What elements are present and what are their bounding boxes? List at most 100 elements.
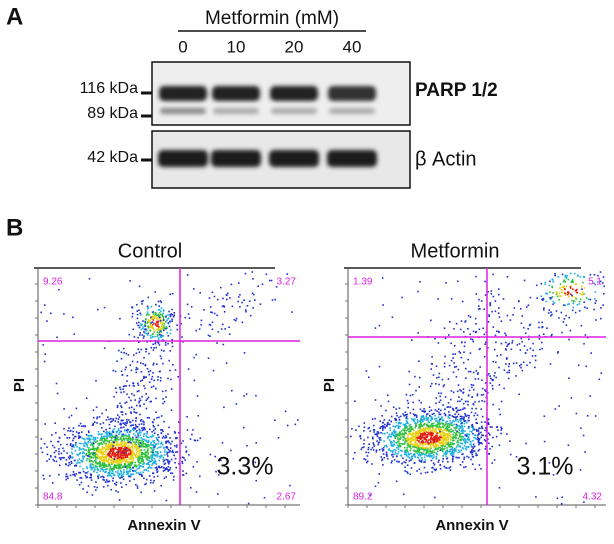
event-dot [402, 423, 405, 426]
event-dot [385, 444, 388, 447]
event-dot [431, 417, 434, 420]
event-dot [394, 417, 396, 420]
event-dot [416, 452, 419, 455]
event-dot [455, 418, 457, 420]
event-dot [368, 443, 370, 445]
event-dot [108, 423, 111, 426]
event-dot [541, 341, 543, 344]
event-dot [90, 442, 93, 445]
event-dot [398, 438, 401, 441]
event-dot [120, 482, 122, 484]
event-dot [156, 437, 158, 439]
event-dot [109, 451, 111, 453]
event-dot [145, 376, 147, 378]
event-dot [153, 426, 155, 428]
event-dot [426, 451, 429, 454]
event-dot [105, 448, 108, 451]
event-dot [448, 364, 451, 367]
event-dot [167, 465, 170, 468]
event-dot [568, 303, 571, 305]
event-dot [106, 447, 108, 449]
event-dot [425, 441, 427, 443]
event-dot [460, 341, 463, 344]
event-dot [387, 421, 389, 424]
event-dot [154, 311, 156, 314]
event-dot [444, 408, 446, 410]
event-dot [43, 442, 46, 445]
event-dot [475, 330, 477, 333]
event-dot [434, 442, 437, 445]
event-dot [135, 411, 137, 414]
event-dot [464, 438, 466, 440]
event-dot [126, 422, 128, 425]
event-dot [109, 427, 111, 430]
event-dot [421, 410, 423, 412]
event-dot [112, 477, 114, 480]
event-dot [163, 400, 166, 403]
event-dot [425, 451, 428, 453]
event-dot [95, 406, 98, 409]
event-dot [485, 396, 487, 399]
event-dot [146, 455, 149, 457]
event-dot [96, 450, 99, 453]
event-dot [441, 441, 443, 443]
event-dot [158, 436, 160, 439]
event-dot [110, 472, 113, 474]
event-dot [465, 440, 467, 443]
event-dot [153, 322, 155, 325]
event-dot [589, 395, 592, 397]
event-dot [404, 423, 407, 426]
event-dot [407, 444, 409, 446]
marker-label: 116 kDa [80, 80, 139, 97]
event-dot [603, 285, 605, 288]
event-dot [485, 427, 487, 429]
event-dot [48, 458, 51, 460]
event-dot [393, 444, 396, 446]
event-dot [452, 407, 454, 410]
event-dot [150, 337, 152, 339]
event-dot [460, 442, 463, 445]
event-dot [144, 324, 146, 326]
event-dot [441, 416, 443, 418]
event-dot [243, 426, 245, 429]
event-dot [105, 479, 108, 481]
event-dot [127, 444, 130, 447]
event-dot [150, 456, 152, 458]
event-dot [95, 466, 97, 468]
event-dot [584, 306, 586, 309]
event-dot [157, 321, 159, 324]
event-dot [452, 433, 454, 436]
event-dot [116, 451, 119, 454]
event-dot [471, 386, 473, 389]
event-dot [86, 491, 88, 493]
event-dot [478, 448, 481, 451]
event-dot [453, 328, 455, 330]
event-dot [566, 293, 569, 296]
event-dot [569, 329, 572, 332]
event-dot [442, 450, 444, 453]
event-dot [112, 459, 115, 462]
event-dot [552, 292, 554, 294]
event-dot [397, 427, 400, 430]
event-dot [255, 479, 257, 482]
event-dot [415, 435, 418, 437]
event-dot [118, 459, 120, 462]
event-dot [391, 444, 394, 446]
event-dot [143, 477, 145, 480]
event-dot [411, 438, 414, 440]
event-dot [157, 434, 159, 436]
event-dot [389, 435, 391, 438]
event-dot [270, 279, 273, 282]
event-dot [388, 439, 391, 441]
event-dot [439, 444, 442, 447]
event-dot [442, 443, 444, 445]
event-dot [409, 433, 412, 435]
event-dot [143, 449, 146, 451]
event-dot [438, 429, 440, 431]
event-dot [145, 399, 147, 402]
event-dot [114, 420, 117, 422]
event-dot [480, 300, 483, 302]
event-dot [141, 438, 144, 441]
event-dot [453, 420, 455, 423]
event-dot [579, 469, 582, 471]
